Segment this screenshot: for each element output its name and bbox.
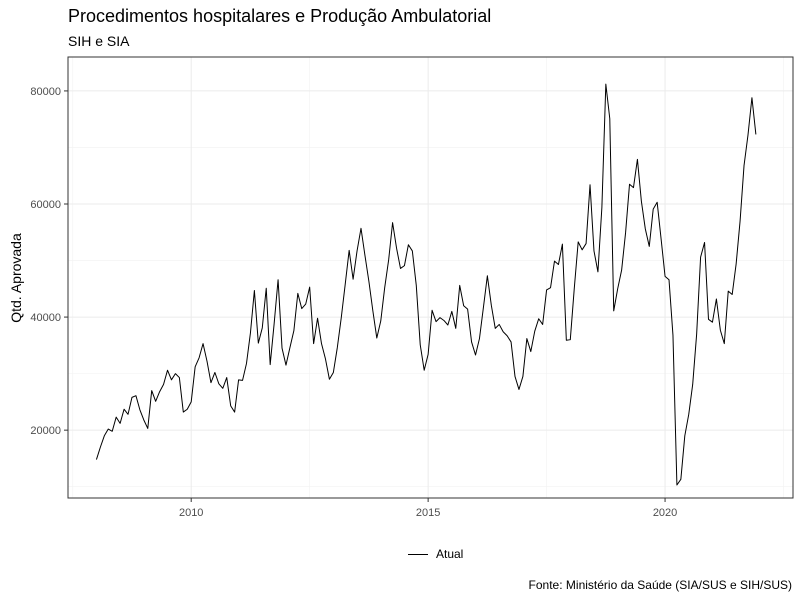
series-line-atual [95, 83, 757, 486]
plot-panel [68, 57, 793, 498]
source-caption: Fonte: Ministério da Saúde (SIA/SUS e SI… [528, 578, 792, 592]
grid-lines [68, 57, 793, 498]
y-tick-label: 20000 [30, 425, 61, 437]
axis-ticks: 2010 2015 2020 20000 40000 60000 80000 [30, 86, 677, 519]
x-tick-label: 2020 [653, 507, 677, 519]
x-tick-label: 2015 [416, 507, 440, 519]
y-tick-label: 80000 [30, 86, 61, 98]
legend-label: Atual [436, 547, 464, 561]
y-tick-label: 60000 [30, 199, 61, 211]
chart-subtitle: SIH e SIA [68, 33, 130, 49]
y-tick-label: 40000 [30, 312, 61, 324]
line-chart: 2010 2015 2020 20000 40000 60000 80000 [30, 56, 794, 519]
legend: Atual [408, 545, 463, 563]
plot-border [67, 56, 794, 499]
legend-key-line [408, 553, 428, 555]
chart-title: Procedimentos hospitalares e Produção Am… [68, 6, 492, 26]
x-tick-label: 2010 [179, 507, 203, 519]
series-layer [95, 83, 757, 486]
